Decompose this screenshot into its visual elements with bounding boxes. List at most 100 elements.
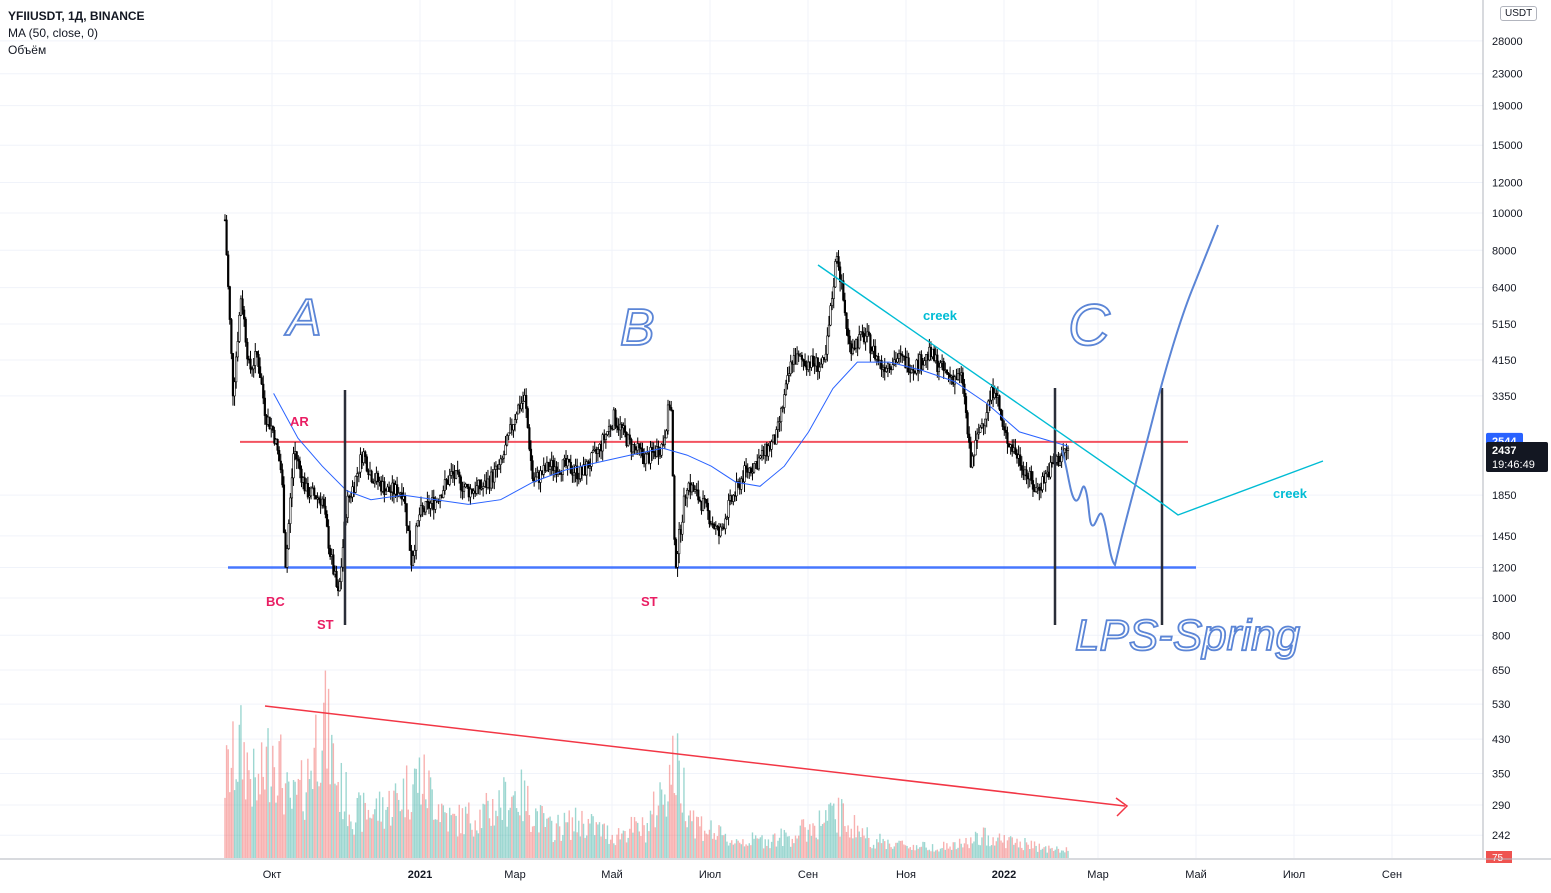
ma-indicator-label[interactable]: MA (50, close, 0): [8, 26, 99, 40]
candle-body: [429, 503, 432, 509]
candle-body: [829, 305, 832, 326]
volume-bar: [229, 792, 231, 858]
volume-bar: [305, 792, 307, 858]
creek-trendline: [817, 264, 1164, 505]
candle-body: [837, 256, 840, 268]
candle-body: [384, 490, 388, 495]
candle-body: [313, 487, 316, 496]
candle-body: [403, 496, 407, 504]
volume-bar: [227, 749, 229, 858]
time-axis[interactable]: Окт 2021 Мар Май Июл Сен Ноя 2022 Мар Май Июл Сен: [0, 858, 1551, 881]
currency-badge[interactable]: USDT: [1500, 6, 1538, 21]
volume-bar: [273, 767, 276, 858]
volume-bar: [711, 838, 714, 858]
candle-body: [848, 335, 851, 344]
candle-body: [577, 478, 580, 480]
volume-bar: [645, 842, 647, 858]
candle-body: [499, 458, 502, 465]
volume-bar: [775, 846, 778, 858]
chart-annotation: ST: [317, 617, 334, 632]
volume-bar: [801, 819, 803, 858]
volume-bar: [754, 835, 757, 858]
volume-bar: [614, 845, 617, 858]
volume-bar: [1064, 852, 1066, 858]
volume-bar: [482, 803, 484, 858]
volume-bar: [699, 826, 701, 858]
volume-bar: [694, 838, 696, 858]
candle-body: [788, 373, 791, 376]
volume-bar: [823, 822, 825, 858]
volume-bar: [637, 822, 639, 858]
volume-bar: [817, 839, 819, 858]
candle-body: [770, 441, 773, 450]
volume-bar: [750, 845, 752, 858]
candle-body: [639, 447, 643, 450]
candle-body: [845, 312, 848, 329]
volume-bar: [729, 842, 731, 858]
candle-body: [670, 407, 673, 411]
volume-indicator-label[interactable]: Объём: [8, 43, 47, 57]
volume-bar: [993, 845, 996, 858]
volume-bar: [876, 839, 878, 858]
volume-bar: [230, 767, 233, 858]
volume-bar: [931, 844, 934, 858]
volume-bar: [896, 842, 899, 858]
time-tick-label: 2021: [408, 869, 432, 881]
price-axis[interactable]: 28000 23000 19000 15000 12000 10000 8000 6400 51…: [1482, 0, 1551, 888]
volume-bar: [839, 836, 841, 858]
volume-bar: [923, 842, 926, 858]
volume-bar: [646, 823, 648, 858]
volume-bar: [805, 841, 808, 858]
volume-bar: [1005, 848, 1007, 858]
volume-bar: [1057, 848, 1060, 858]
volume-bar: [388, 790, 390, 858]
candle-body: [972, 454, 976, 457]
volume-bar: [938, 851, 940, 858]
candle-body: [298, 460, 301, 470]
volume-bar: [300, 760, 303, 858]
volume-bar: [267, 728, 269, 858]
volume-bar: [676, 733, 679, 858]
candle-body: [568, 458, 571, 463]
candle-body: [592, 450, 595, 454]
volume-bar: [538, 832, 540, 858]
volume-bar: [930, 851, 932, 858]
volume-bar: [944, 849, 946, 858]
candle-body: [998, 395, 1001, 410]
volume-bar: [423, 754, 425, 858]
symbol-title[interactable]: YFIIUSDT, 1Д, BINANCE: [8, 9, 145, 23]
volume-bar: [946, 843, 948, 858]
volume-bar: [1025, 842, 1028, 858]
candle-body: [786, 375, 789, 385]
volume-bar: [797, 835, 800, 858]
volume-bar: [523, 780, 526, 858]
candle-body: [988, 399, 992, 402]
volume-bar: [410, 812, 413, 858]
volume-bar: [339, 811, 341, 858]
volume-bar: [812, 823, 814, 858]
candle-body: [250, 368, 254, 371]
time-tick-label: Окт: [263, 869, 282, 881]
volume-bar: [947, 848, 950, 858]
volume-bar: [415, 768, 417, 858]
volume-bar: [514, 791, 516, 858]
candle-body: [660, 443, 663, 456]
volume-bar: [855, 837, 857, 858]
volume-bar: [767, 839, 770, 858]
volume-bar: [296, 794, 298, 858]
volume-bar: [574, 807, 577, 858]
candle-body: [666, 404, 670, 432]
volume-bar: [492, 798, 494, 858]
candle-body: [505, 435, 509, 446]
volume-bar: [499, 807, 502, 858]
volume-bar: [563, 812, 566, 858]
volume-bar: [912, 844, 915, 858]
candle-body: [966, 412, 969, 435]
candle-body: [405, 503, 408, 527]
volume-bar: [605, 838, 607, 858]
volume-bar: [858, 831, 860, 858]
candle-body: [942, 361, 945, 372]
